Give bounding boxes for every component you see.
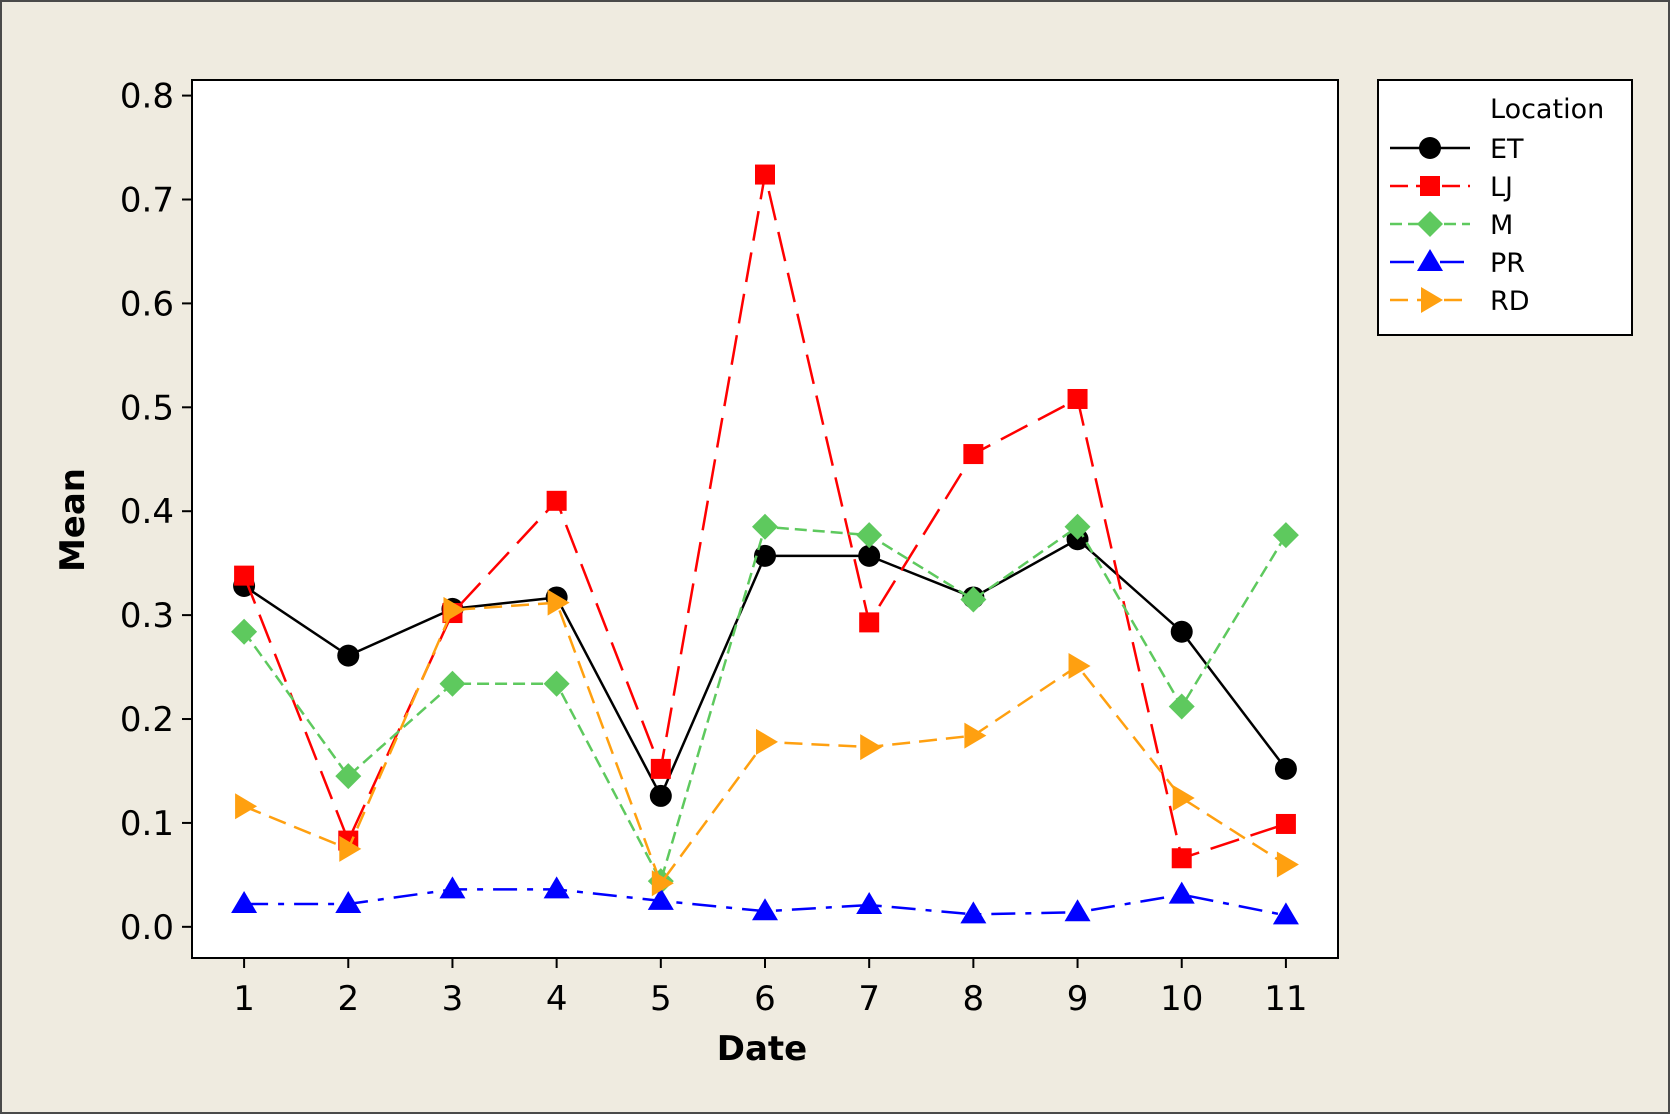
x-tick-label: 10 [1160,979,1203,1019]
y-axis-title: Mean [53,468,93,572]
data-point [1068,653,1091,680]
legend-entry-RD: RD [1390,286,1530,317]
data-point [651,870,674,897]
series-LJ [234,164,1296,869]
data-point [856,522,883,549]
y-tick-label: 0.8 [120,77,174,117]
data-point [960,586,987,613]
legend-label: ET [1490,134,1524,165]
x-tick-label: 5 [650,979,672,1019]
data-point [756,728,778,755]
data-point [231,890,258,913]
legend-marker [1417,211,1443,237]
data-point [1064,513,1091,540]
data-point [1276,851,1299,878]
data-point [337,644,360,667]
y-tick-label: 0.0 [120,908,174,948]
y-tick-label: 0.7 [120,180,174,220]
legend-entry-LJ: LJ [1390,172,1513,203]
x-tick-label: 3 [442,979,464,1019]
x-tick-label: 7 [858,979,880,1019]
data-point [860,734,883,761]
data-point [339,835,362,862]
data-point [1170,620,1193,643]
legend-entry-PR: PR [1390,248,1525,279]
legend-entry-M: M [1390,210,1513,241]
legend: Location ET LJ M PR RD [1377,79,1633,336]
legend-label: LJ [1490,172,1513,203]
x-tick-label: 6 [754,979,776,1019]
data-point [335,763,362,790]
legend-marker [1417,249,1443,271]
data-point [1272,522,1299,549]
data-point [752,898,778,921]
data-point [547,589,570,616]
data-point [752,513,778,540]
data-point [960,901,987,924]
x-axis-title: Date [717,1029,807,1069]
legend-entry-ET: ET [1390,134,1524,165]
data-point [856,892,883,915]
y-axis: 0.0 0.1 0.2 0.3 0.4 0.5 0.6 0.7 0.8 [120,77,192,948]
y-tick-label: 0.1 [120,804,174,844]
legend-box [1377,79,1633,336]
legend-marker [1420,176,1440,196]
data-point [1171,848,1192,869]
data-point [755,164,775,185]
y-tick-label: 0.6 [120,284,174,324]
x-tick-label: 2 [337,979,359,1019]
legend-label: PR [1490,248,1525,279]
x-tick-label: 8 [963,979,985,1019]
y-tick-label: 0.3 [120,596,174,636]
data-point [650,758,671,779]
x-tick-label: 1 [233,979,255,1019]
data-point [546,490,567,511]
data-point [335,890,362,913]
data-point [859,612,880,633]
series-layer [231,164,1299,925]
legend-marker [1419,137,1441,159]
data-point [439,876,466,899]
legend-title: Location [1490,94,1604,125]
data-point [235,793,258,820]
series-RD [235,589,1299,897]
data-point [858,544,881,567]
data-point [1172,784,1195,811]
x-tick-label: 4 [546,979,568,1019]
y-tick-label: 0.5 [120,388,174,428]
data-point [754,544,776,567]
data-point [1274,757,1297,780]
data-point [1168,881,1195,904]
data-point [649,784,672,807]
x-axis: 1 2 3 4 5 6 7 8 9 10 11 [233,958,1308,1019]
data-point [1064,899,1091,922]
data-point [964,722,987,749]
y-tick-label: 0.2 [120,700,174,740]
x-tick-label: 11 [1264,979,1307,1019]
data-point [1272,902,1299,925]
y-tick-label: 0.4 [120,492,174,532]
data-point [1067,388,1088,409]
legend-marker [1421,287,1443,313]
data-point [543,876,570,899]
data-point [647,887,674,910]
data-point [234,565,255,586]
data-point [439,670,466,697]
data-point [963,444,984,465]
data-point [443,596,466,623]
data-point [231,618,258,645]
legend-label: M [1490,210,1513,241]
x-tick-label: 9 [1067,979,1089,1019]
data-point [543,670,570,697]
legend-label: RD [1490,286,1530,317]
data-point [1275,813,1296,834]
data-point [1168,693,1195,720]
series-PR [231,876,1299,925]
